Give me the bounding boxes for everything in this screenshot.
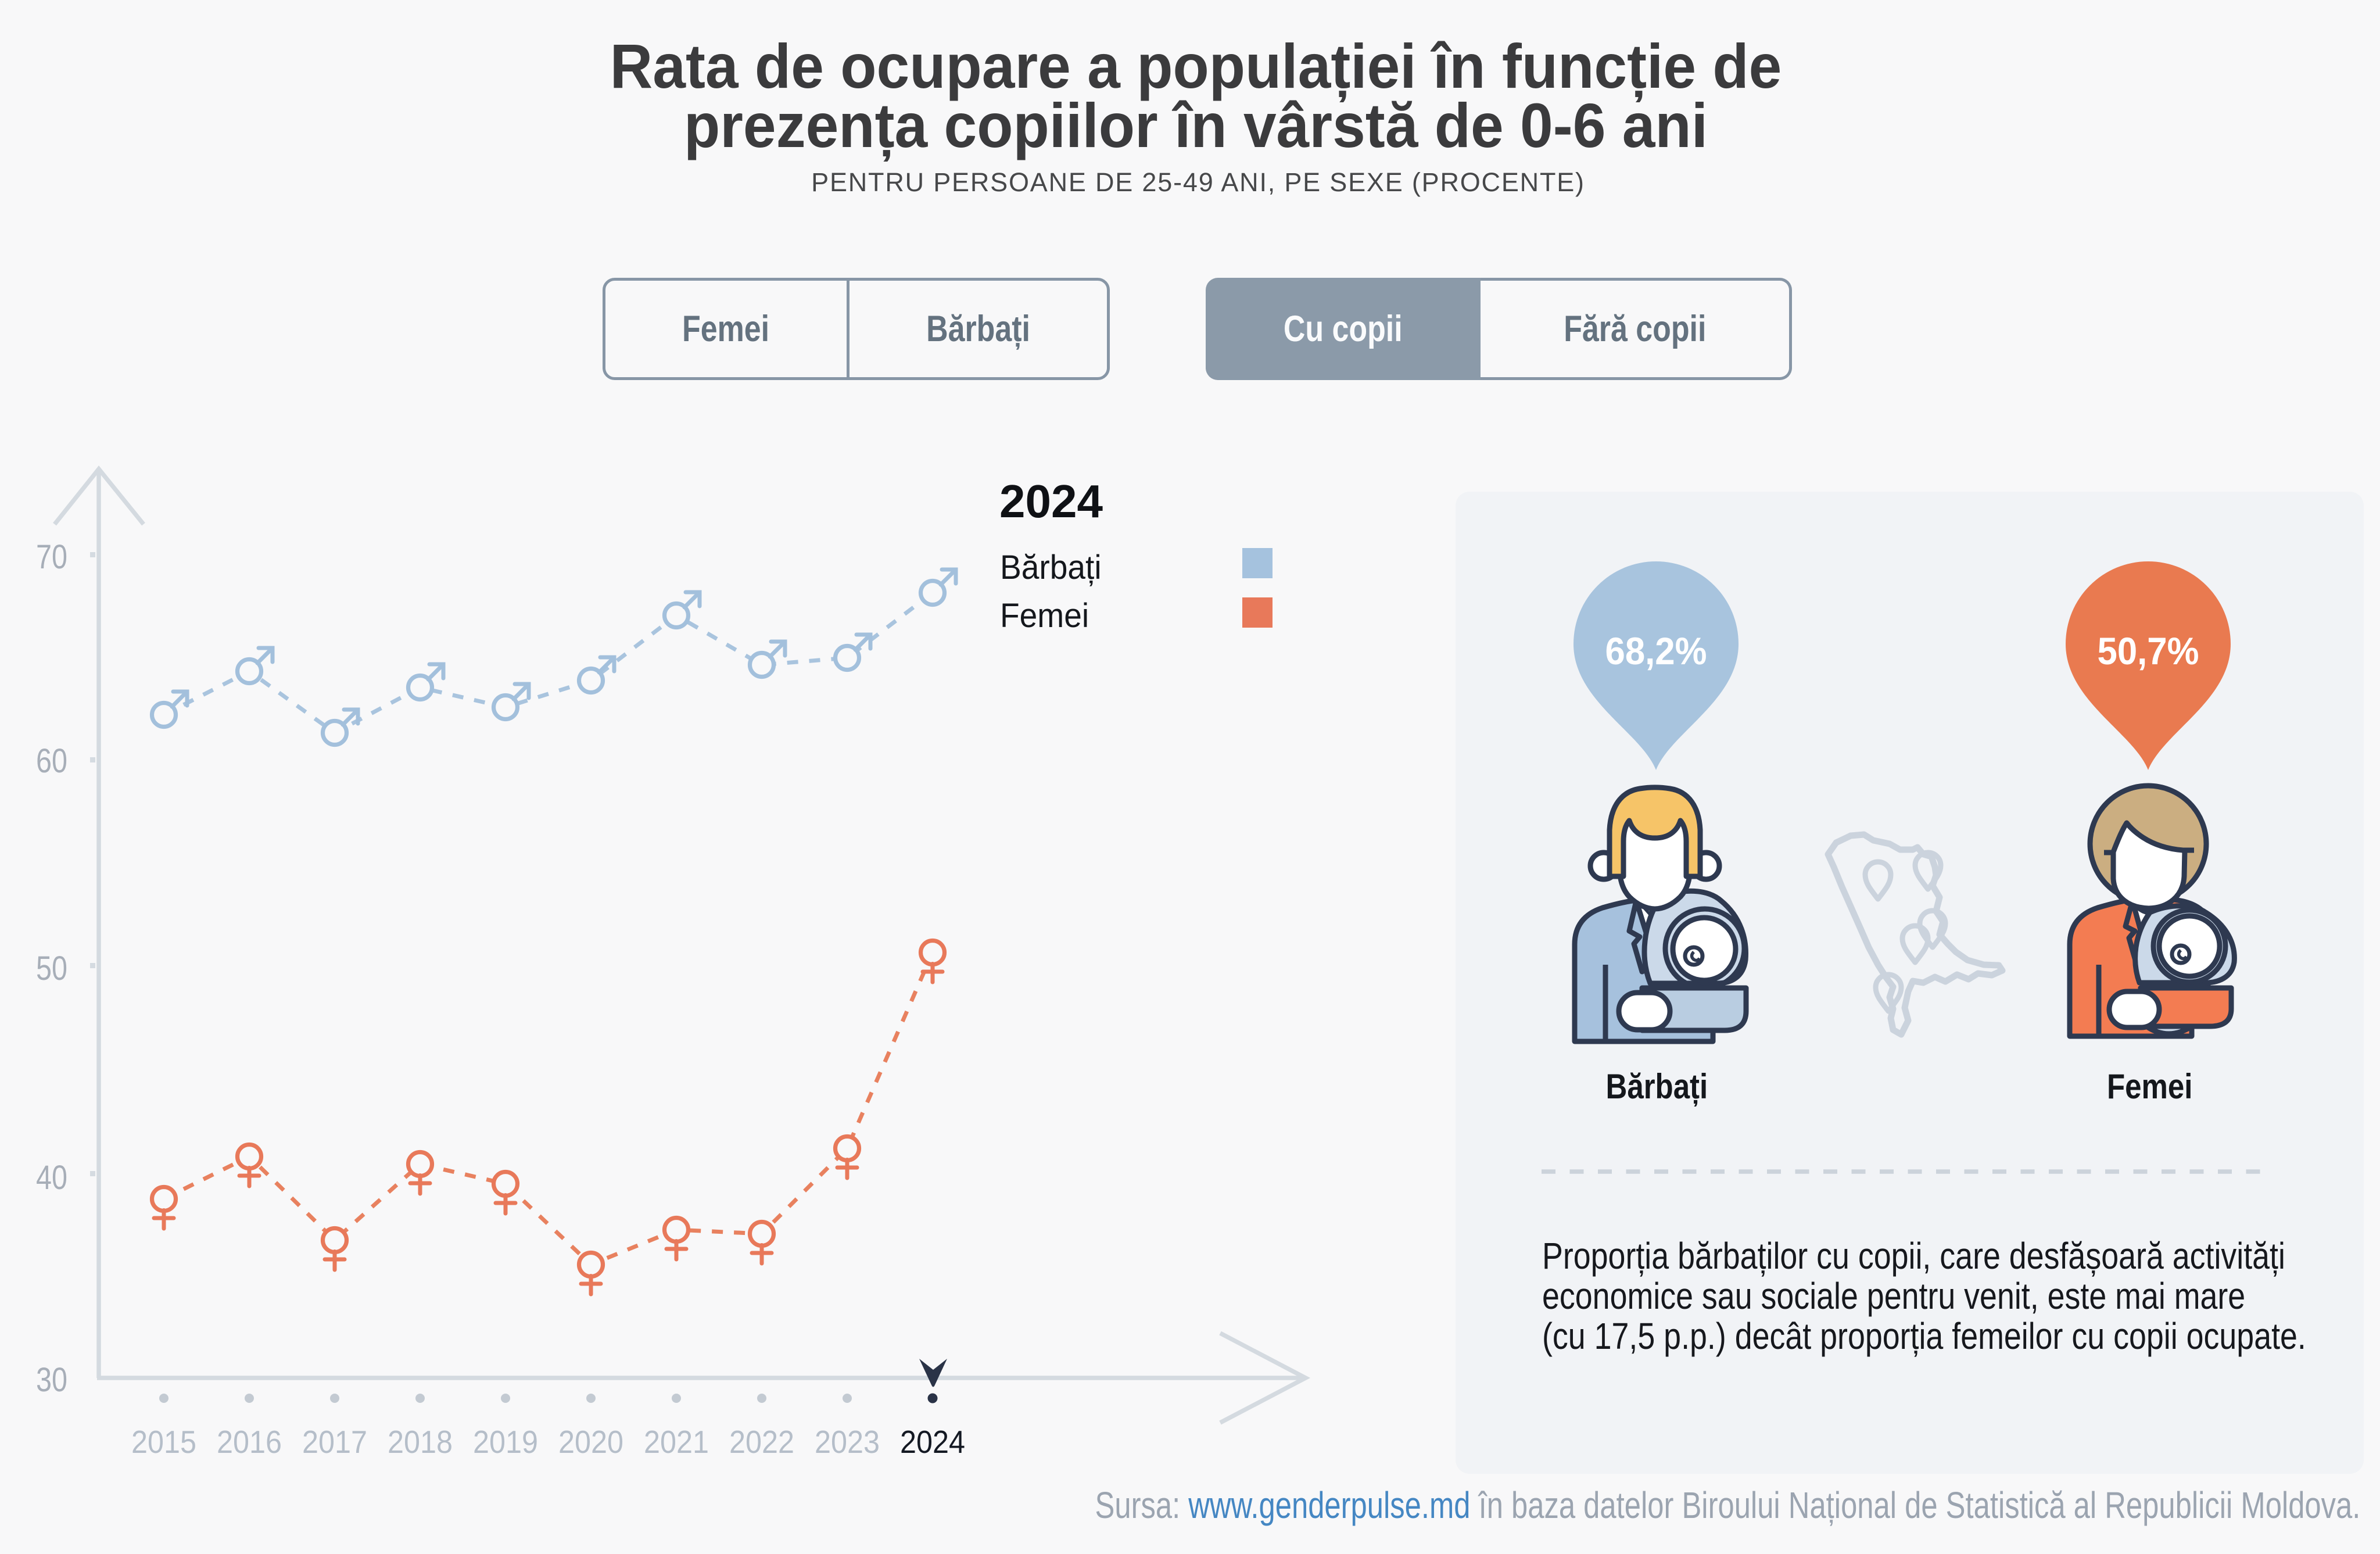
svg-text:70: 70 (36, 538, 67, 576)
svg-text:68,2%: 68,2% (1605, 629, 1707, 672)
svg-text:30: 30 (36, 1361, 67, 1399)
svg-text:60: 60 (36, 742, 67, 780)
svg-text:50: 50 (36, 950, 67, 987)
svg-text:2023: 2023 (815, 1424, 880, 1460)
svg-text:2021: 2021 (644, 1424, 709, 1460)
svg-text:2024: 2024 (900, 1424, 965, 1460)
svg-text:2017: 2017 (302, 1424, 367, 1460)
svg-text:50,7%: 50,7% (2098, 629, 2199, 672)
svg-text:2022: 2022 (729, 1424, 794, 1460)
svg-text:2018: 2018 (388, 1424, 453, 1460)
svg-text:2016: 2016 (217, 1424, 282, 1460)
svg-text:2019: 2019 (473, 1424, 538, 1460)
svg-text:2015: 2015 (131, 1424, 196, 1460)
svg-text:40: 40 (36, 1159, 67, 1197)
svg-text:2020: 2020 (558, 1424, 623, 1460)
